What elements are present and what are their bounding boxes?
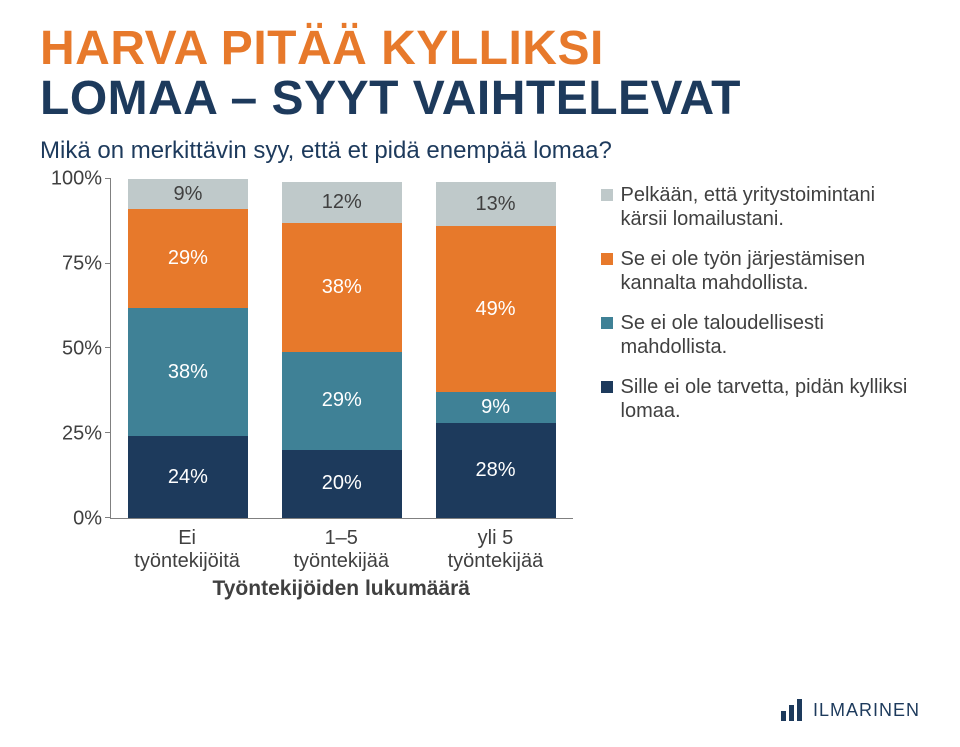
chart: 0%25%50%75%100% 9%29%38%24%12%38%29%20%1… — [40, 179, 573, 601]
logo-bars-icon — [781, 699, 805, 721]
legend-label: Pelkään, että yritystoimintani kärsii lo… — [621, 183, 921, 231]
legend-item: Se ei ole työn järjestämisen kannalta ma… — [601, 247, 921, 295]
slide: HARVA PITÄÄ KYLLIKSI LOMAA – SYYT VAIHTE… — [0, 0, 960, 747]
bar-column: 9%29%38%24% — [128, 179, 248, 518]
x-axis-title: Työntekijöiden lukumäärä — [110, 577, 573, 601]
y-tick-mark — [105, 517, 111, 518]
legend: Pelkään, että yritystoimintani kärsii lo… — [601, 183, 921, 439]
y-tick-label: 25% — [62, 422, 102, 445]
x-axis: Eityöntekijöitä1–5työntekijääyli 5työnte… — [110, 527, 573, 573]
legend-item: Pelkään, että yritystoimintani kärsii lo… — [601, 183, 921, 231]
bar-segment: 38% — [282, 223, 402, 352]
slide-subtitle: Mikä on merkittävin syy, että et pidä en… — [40, 137, 920, 165]
slide-title: HARVA PITÄÄ KYLLIKSI LOMAA – SYYT VAIHTE… — [40, 24, 920, 125]
bar-segment: 29% — [282, 352, 402, 450]
bar-column: 13%49%9%28% — [436, 179, 556, 518]
title-line2: LOMAA – SYYT VAIHTELEVAT — [40, 74, 920, 124]
content-row: 0%25%50%75%100% 9%29%38%24%12%38%29%20%1… — [40, 179, 920, 601]
y-tick-mark — [105, 347, 111, 348]
footer-logo: ILMARINEN — [781, 699, 920, 721]
legend-item: Se ei ole taloudellisesti mahdollista. — [601, 311, 921, 359]
x-tick-label: yli 5työntekijää — [418, 527, 572, 573]
chart-area: 0%25%50%75%100% 9%29%38%24%12%38%29%20%1… — [40, 179, 573, 519]
bar-segment: 49% — [436, 226, 556, 392]
legend-item: Sille ei ole tarvetta, pidän kylliksi lo… — [601, 375, 921, 423]
logo-text: ILMARINEN — [813, 700, 920, 721]
legend-label: Se ei ole taloudellisesti mahdollista. — [621, 311, 921, 359]
bar-segment: 12% — [282, 182, 402, 223]
bar-segment: 24% — [128, 436, 248, 517]
bar-segment: 28% — [436, 423, 556, 518]
legend-swatch — [601, 253, 613, 265]
y-tick-label: 100% — [51, 167, 102, 190]
title-line1: HARVA PITÄÄ KYLLIKSI — [40, 24, 920, 74]
bar-segment: 20% — [282, 450, 402, 518]
bar-segment: 13% — [436, 182, 556, 226]
y-tick-mark — [105, 263, 111, 264]
y-tick-mark — [105, 432, 111, 433]
bar-segment: 38% — [128, 308, 248, 437]
bar-segment: 9% — [436, 392, 556, 423]
y-tick-label: 0% — [73, 507, 102, 530]
y-tick-mark — [105, 178, 111, 179]
legend-swatch — [601, 189, 613, 201]
plot-area: 9%29%38%24%12%38%29%20%13%49%9%28% — [110, 179, 573, 519]
bars-row: 9%29%38%24%12%38%29%20%13%49%9%28% — [111, 179, 573, 518]
x-tick-label: Eityöntekijöitä — [110, 527, 264, 573]
legend-label: Se ei ole työn järjestämisen kannalta ma… — [621, 247, 921, 295]
y-tick-label: 75% — [62, 252, 102, 275]
y-tick-label: 50% — [62, 337, 102, 360]
bar-segment: 29% — [128, 209, 248, 307]
legend-swatch — [601, 317, 613, 329]
legend-label: Sille ei ole tarvetta, pidän kylliksi lo… — [621, 375, 921, 423]
y-axis: 0%25%50%75%100% — [40, 179, 110, 519]
bar-column: 12%38%29%20% — [282, 179, 402, 518]
x-tick-label: 1–5työntekijää — [264, 527, 418, 573]
legend-swatch — [601, 381, 613, 393]
bar-segment: 9% — [128, 179, 248, 210]
